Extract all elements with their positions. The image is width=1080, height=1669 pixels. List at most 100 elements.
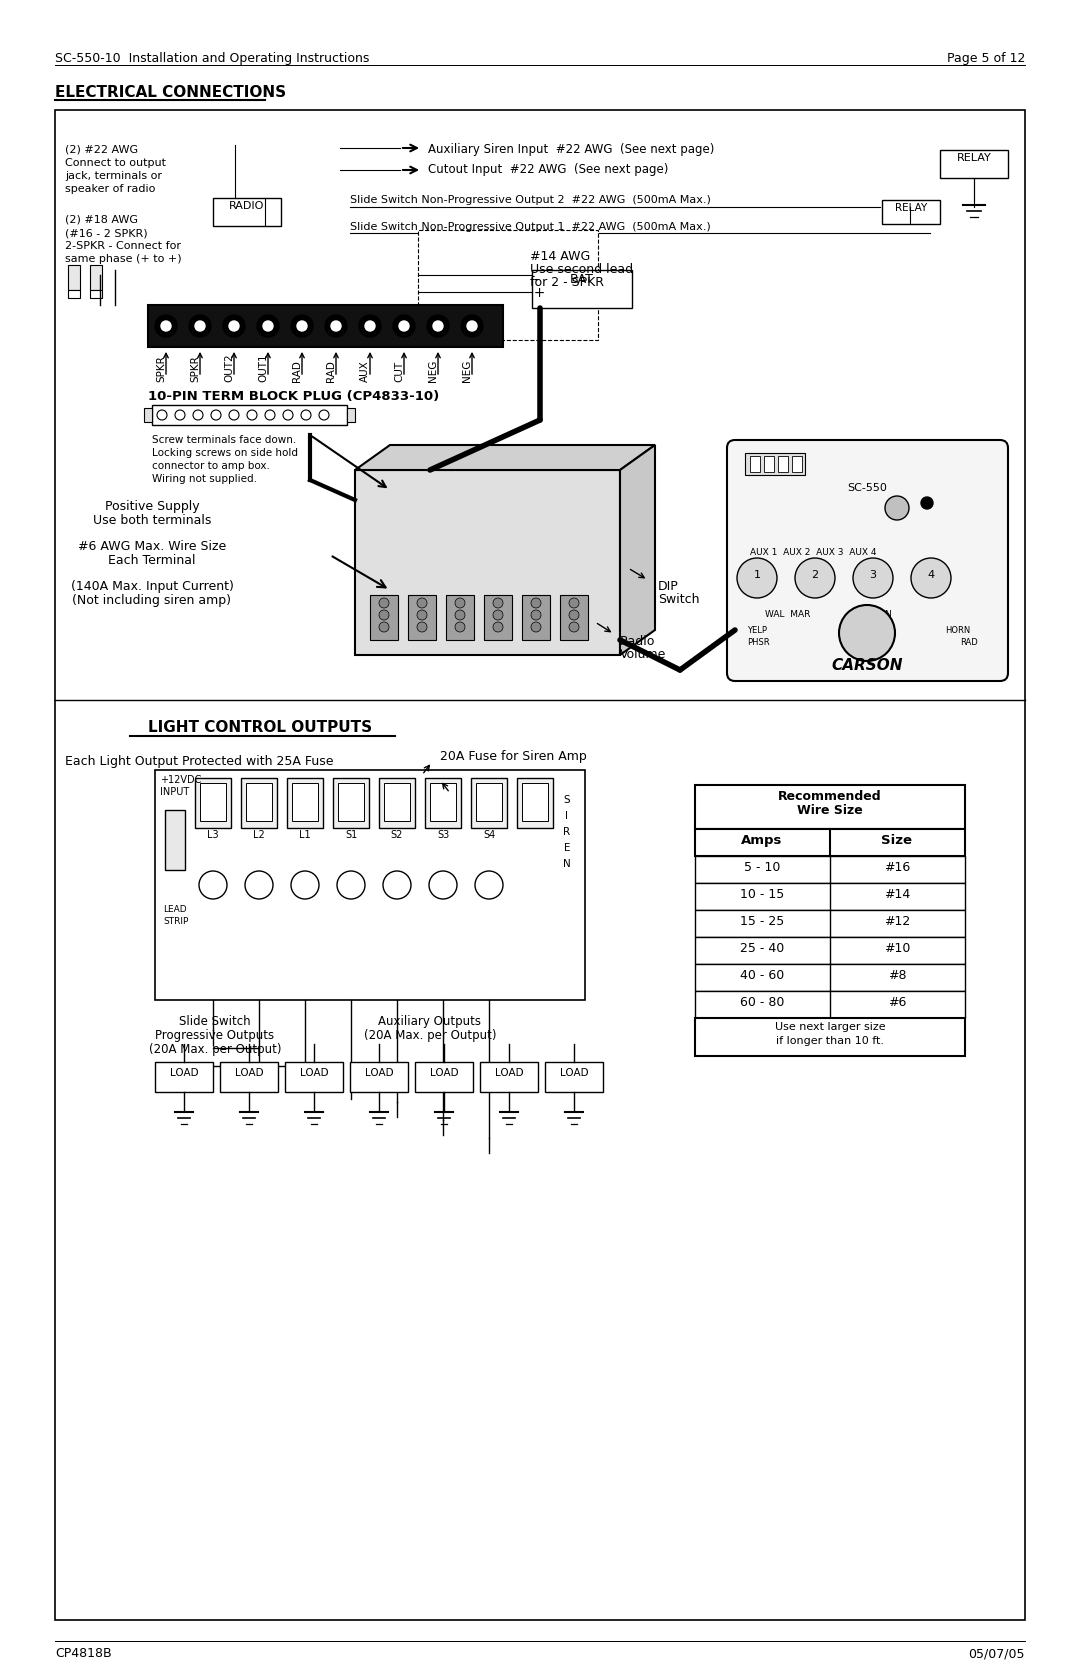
Text: RADIO: RADIO (229, 200, 265, 210)
Text: Each Light Output Protected with 25A Fuse: Each Light Output Protected with 25A Fus… (65, 754, 334, 768)
Circle shape (569, 623, 579, 633)
Circle shape (492, 623, 503, 633)
Bar (90, 265, 102, 290)
Text: LOAD: LOAD (495, 1068, 524, 1078)
Bar (55, 110, 1025, 1621)
Circle shape (199, 871, 227, 900)
Text: #8: #8 (888, 970, 906, 981)
Circle shape (399, 320, 409, 330)
Text: #10: #10 (883, 941, 910, 955)
Text: BAT: BAT (570, 274, 594, 285)
Text: L1: L1 (299, 829, 311, 840)
Text: CP4818B: CP4818B (55, 1647, 111, 1661)
Bar (696, 910, 966, 936)
Circle shape (531, 598, 541, 608)
Circle shape (737, 557, 777, 598)
Text: 10 - 15: 10 - 15 (740, 888, 784, 901)
Text: L2: L2 (253, 829, 265, 840)
Bar (792, 456, 802, 472)
Text: AUX 1  AUX 2  AUX 3  AUX 4: AUX 1 AUX 2 AUX 3 AUX 4 (750, 547, 877, 557)
Text: STRIP: STRIP (163, 916, 188, 926)
Text: SC-550-10  Installation and Operating Instructions: SC-550-10 Installation and Operating Ins… (55, 52, 369, 65)
Text: (140A Max. Input Current): (140A Max. Input Current) (70, 581, 233, 592)
Text: LIGHT CONTROL OUTPUTS: LIGHT CONTROL OUTPUTS (148, 719, 373, 734)
Text: S2: S2 (391, 829, 403, 840)
Bar (156, 1061, 213, 1092)
Bar (347, 407, 355, 422)
Text: Recommended: Recommended (779, 789, 881, 803)
Circle shape (393, 315, 415, 337)
Bar (764, 456, 774, 472)
Circle shape (839, 604, 895, 661)
Text: Wire Size: Wire Size (797, 804, 863, 818)
Text: DIP: DIP (658, 581, 678, 592)
Text: Slide Switch: Slide Switch (179, 1015, 251, 1028)
Circle shape (427, 315, 449, 337)
Circle shape (222, 315, 245, 337)
Circle shape (853, 557, 893, 598)
Text: S4: S4 (483, 829, 495, 840)
Bar (68, 265, 80, 290)
Text: 4: 4 (928, 571, 934, 581)
Circle shape (195, 320, 205, 330)
Circle shape (383, 871, 411, 900)
Text: Switch: Switch (658, 592, 700, 606)
Text: Cutout Input  #22 AWG  (See next page): Cutout Input #22 AWG (See next page) (428, 164, 669, 175)
Polygon shape (355, 446, 654, 471)
Text: SPKR: SPKR (190, 355, 200, 382)
Bar (350, 1061, 408, 1092)
Bar (165, 809, 185, 870)
Text: for 2 - SPKR: for 2 - SPKR (530, 275, 604, 289)
Text: LOAD: LOAD (559, 1068, 589, 1078)
Bar (561, 596, 588, 639)
Circle shape (211, 411, 221, 421)
Text: +12VDC: +12VDC (160, 774, 201, 784)
Bar (745, 452, 805, 476)
Text: (20A Max. per Output): (20A Max. per Output) (149, 1043, 281, 1056)
Circle shape (455, 609, 465, 619)
Bar (195, 778, 231, 828)
Bar (480, 1061, 538, 1092)
Text: (2) #18 AWG: (2) #18 AWG (65, 215, 138, 225)
Bar (355, 471, 620, 654)
Text: -: - (525, 274, 539, 287)
Text: Slide Switch Non-Progressive Output 2  #22 AWG  (500mA Max.): Slide Switch Non-Progressive Output 2 #2… (350, 195, 711, 205)
Text: Use both terminals: Use both terminals (93, 514, 212, 527)
Circle shape (455, 623, 465, 633)
Bar (696, 936, 966, 965)
Bar (696, 991, 966, 1018)
Text: 40 - 60: 40 - 60 (740, 970, 784, 981)
Text: 5 - 10: 5 - 10 (744, 861, 780, 875)
Bar (696, 1018, 966, 1056)
Text: HORN: HORN (945, 626, 970, 634)
Bar (696, 883, 966, 910)
Text: (2) #22 AWG: (2) #22 AWG (65, 145, 138, 155)
Text: 05/07/05: 05/07/05 (969, 1647, 1025, 1661)
Bar (545, 1061, 603, 1092)
Circle shape (291, 315, 313, 337)
Bar (415, 1061, 473, 1092)
Circle shape (257, 315, 279, 337)
Bar (68, 290, 80, 299)
Circle shape (319, 411, 329, 421)
Bar (696, 965, 966, 991)
Text: LOAD: LOAD (430, 1068, 458, 1078)
Text: PHSR: PHSR (747, 638, 770, 648)
Circle shape (475, 871, 503, 900)
Circle shape (492, 598, 503, 608)
Text: Use next larger size: Use next larger size (774, 1021, 886, 1031)
Bar (370, 596, 399, 639)
Text: RELAY: RELAY (957, 154, 991, 164)
Circle shape (301, 411, 311, 421)
Text: ELECTRICAL CONNECTIONS: ELECTRICAL CONNECTIONS (55, 85, 286, 100)
Circle shape (325, 315, 347, 337)
Circle shape (264, 320, 273, 330)
Text: AUX: AUX (360, 361, 370, 382)
Circle shape (429, 871, 457, 900)
Bar (940, 150, 1008, 179)
Circle shape (265, 411, 275, 421)
Text: SPKR: SPKR (156, 355, 166, 382)
Text: Page 5 of 12: Page 5 of 12 (947, 52, 1025, 65)
Circle shape (291, 871, 319, 900)
Bar (522, 783, 548, 821)
